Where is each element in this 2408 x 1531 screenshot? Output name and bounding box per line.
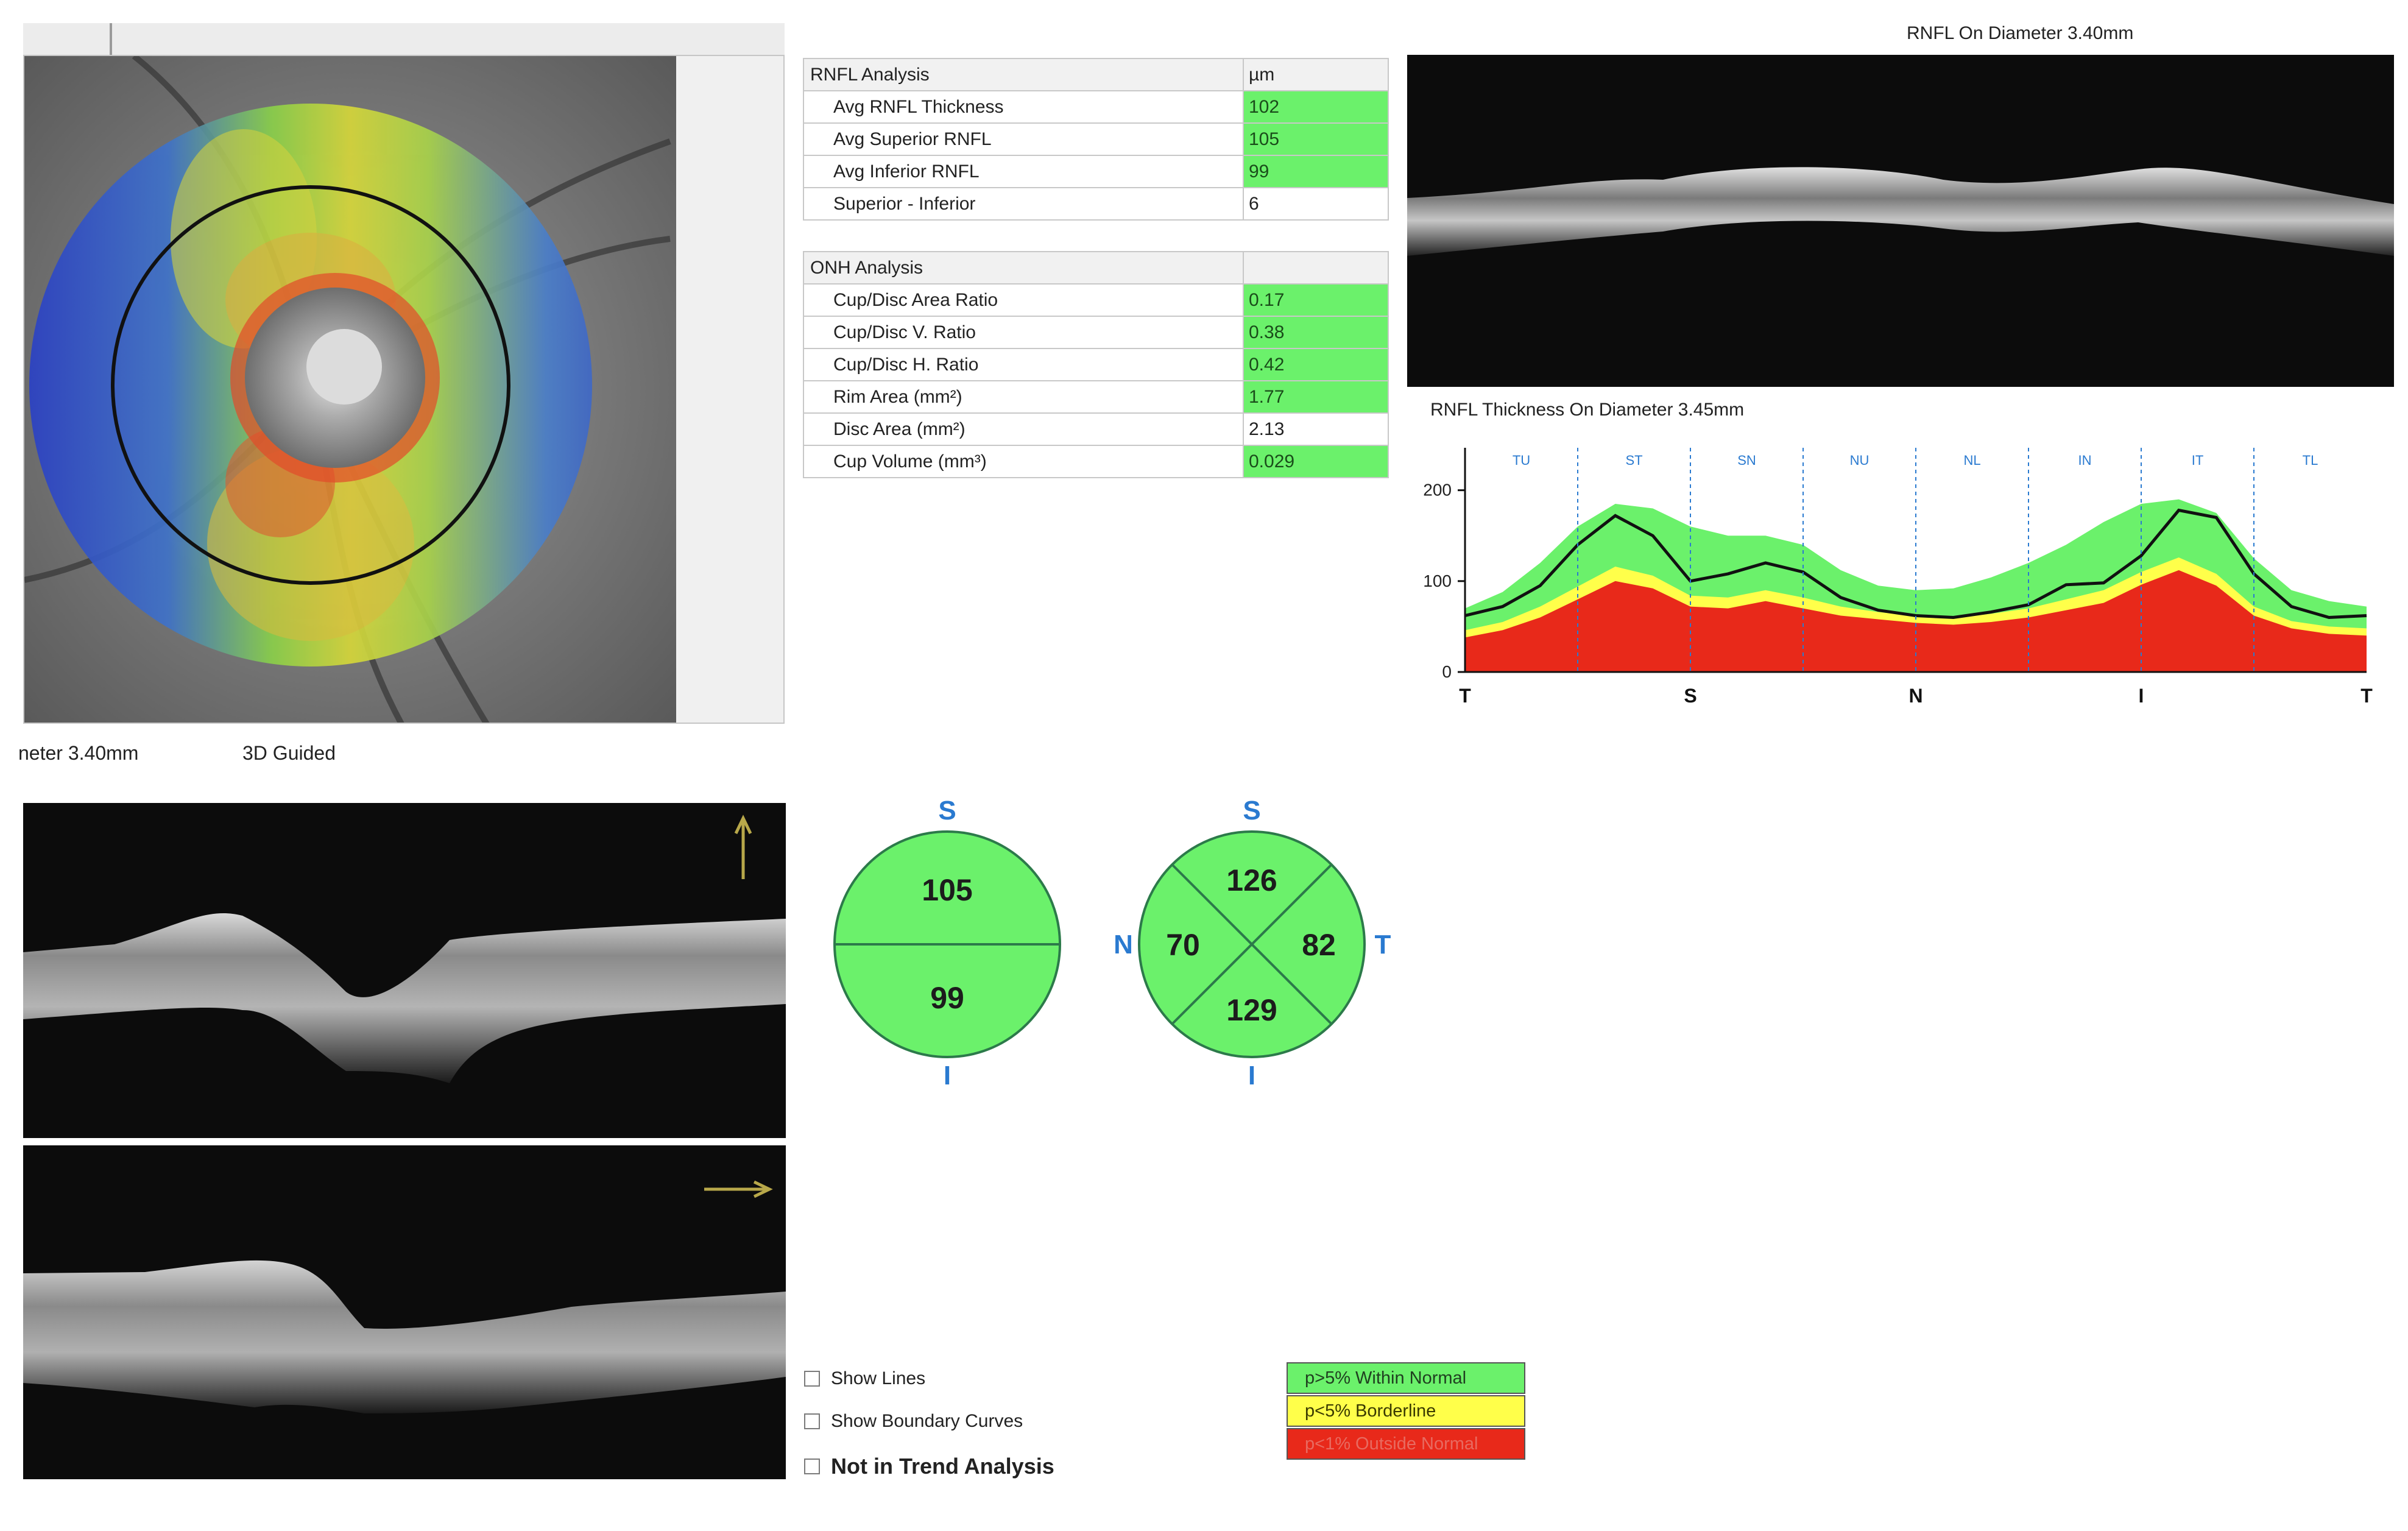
chart-title: RNFL Thickness On Diameter 3.45mm [1430, 400, 1745, 420]
checkbox-label: Show Lines [831, 1368, 926, 1388]
rnfl-analysis-table: RNFL Analysis µm Avg RNFL Thickness 102 … [803, 58, 1389, 221]
table-row: Avg Inferior RNFL 99 [803, 155, 1389, 188]
row-value: 0.42 [1243, 348, 1389, 381]
checkbox-box[interactable] [804, 1459, 820, 1474]
row-label: Cup/Disc H. Ratio [803, 348, 1244, 381]
y-tick-label: 100 [1423, 571, 1452, 590]
scan-diameter-label: neter 3.40mm [18, 742, 139, 764]
rnfl-analysis-header: RNFL Analysis [803, 58, 1244, 91]
unit-header: µm [1243, 58, 1389, 91]
row-value: 102 [1243, 90, 1389, 124]
clock-diagram: S I N T 126 70 82 129 [1114, 796, 1391, 1091]
clock-nasal-value: 70 [1166, 928, 1200, 962]
checkbox-box[interactable] [804, 1413, 820, 1429]
sector-diagrams: S I 105 99 S I N T 126 70 82 129 [833, 796, 1391, 1091]
ring-scan-title: RNFL On Diameter 3.40mm [1907, 23, 2134, 43]
row-label: Avg Inferior RNFL [803, 155, 1244, 188]
row-label: Disc Area (mm²) [803, 412, 1244, 446]
row-value: 6 [1243, 187, 1389, 221]
sector-label: IN [2078, 453, 2092, 468]
row-value: 99 [1243, 155, 1389, 188]
onh-analysis-table: ONH Analysis Cup/Disc Area Ratio 0.17 Cu… [803, 251, 1389, 478]
scan-mode-label: 3D Guided [242, 742, 336, 764]
quadrant-superior-value: 105 [922, 873, 972, 907]
legend-outside-normal: p<1% Outside Normal [1287, 1428, 1525, 1460]
sector-label: IT [2192, 453, 2204, 468]
row-label: Cup Volume (mm³) [803, 445, 1244, 478]
clock-inferior-value: 129 [1226, 993, 1277, 1027]
sector-label: NL [1963, 453, 1980, 468]
table-row: Cup/Disc H. Ratio 0.42 [803, 348, 1389, 381]
quadrant-i-label: I [944, 1061, 951, 1091]
x-tick-label: T [2360, 685, 2373, 707]
y-tick-label: 0 [1442, 662, 1452, 681]
quadrant-s-label: S [938, 796, 956, 826]
fundus-panel [23, 55, 785, 724]
sector-label: TL [2303, 453, 2318, 468]
row-label: Avg RNFL Thickness [803, 90, 1244, 124]
row-label: Cup/Disc V. Ratio [803, 316, 1244, 349]
checkbox-label: Not in Trend Analysis [831, 1454, 1054, 1479]
checkbox-box[interactable] [804, 1371, 820, 1387]
clock-n-label: N [1114, 930, 1133, 960]
table-row: Superior - Inferior 6 [803, 187, 1389, 221]
table-row: Avg Superior RNFL 105 [803, 122, 1389, 156]
checkbox-label: Show Boundary Curves [831, 1411, 1023, 1431]
x-tick-label: S [1684, 685, 1697, 707]
row-value: 105 [1243, 122, 1389, 156]
vertical-bscan[interactable] [23, 803, 786, 1138]
y-tick-label: 200 [1423, 481, 1452, 500]
table-row: Disc Area (mm²) 2.13 [803, 412, 1389, 446]
row-label: Rim Area (mm²) [803, 380, 1244, 414]
table-row: Cup/Disc V. Ratio 0.38 [803, 316, 1389, 349]
clock-temporal-value: 82 [1302, 928, 1336, 962]
row-value: 0.17 [1243, 283, 1389, 317]
sector-label: NU [1850, 453, 1870, 468]
scan-circle [111, 185, 510, 585]
row-value: 2.13 [1243, 412, 1389, 446]
row-value: 0.029 [1243, 445, 1389, 478]
rnfl-thickness-map[interactable] [24, 56, 785, 724]
onh-analysis-header: ONH Analysis [803, 251, 1244, 285]
row-label: Avg Superior RNFL [803, 122, 1244, 156]
sector-label: ST [1625, 453, 1642, 468]
legend-within-normal: p>5% Within Normal [1287, 1362, 1525, 1394]
show-boundary-checkbox[interactable]: Show Boundary Curves [804, 1411, 1023, 1432]
clock-i-label: I [1248, 1061, 1255, 1091]
x-tick-label: N [1908, 685, 1923, 707]
chart-lines [1464, 508, 2367, 620]
x-tick-label: I [2139, 685, 2144, 707]
patient-thickness-line [1464, 508, 2367, 620]
not-in-trend-checkbox[interactable]: Not in Trend Analysis [804, 1454, 1054, 1479]
quadrant-diagram: S I 105 99 [833, 796, 1061, 1091]
row-label: Superior - Inferior [803, 187, 1244, 221]
quadrant-inferior-value: 99 [930, 981, 964, 1015]
clock-superior-value: 126 [1226, 863, 1277, 897]
sector-label: TU [1513, 453, 1530, 468]
row-value: 0.38 [1243, 316, 1389, 349]
table-row: Avg RNFL Thickness 102 [803, 90, 1389, 124]
fundus-toolbar [23, 23, 785, 56]
sector-label: SN [1737, 453, 1756, 468]
row-value: 1.77 [1243, 380, 1389, 414]
unit-header [1243, 251, 1389, 285]
x-tick-label: T [1459, 685, 1471, 707]
horizontal-bscan[interactable] [23, 1145, 786, 1479]
row-label: Cup/Disc Area Ratio [803, 283, 1244, 317]
show-lines-checkbox[interactable]: Show Lines [804, 1368, 925, 1389]
table-row: Cup/Disc Area Ratio 0.17 [803, 283, 1389, 317]
circular-bscan[interactable] [1407, 55, 2394, 387]
toolbar-divider [110, 23, 112, 55]
table-row: Rim Area (mm²) 1.77 [803, 380, 1389, 414]
table-row: Cup Volume (mm³) 0.029 [803, 445, 1389, 478]
clock-t-label: T [1375, 930, 1391, 960]
clock-s-label: S [1243, 796, 1260, 826]
legend-borderline: p<5% Borderline [1287, 1395, 1525, 1427]
